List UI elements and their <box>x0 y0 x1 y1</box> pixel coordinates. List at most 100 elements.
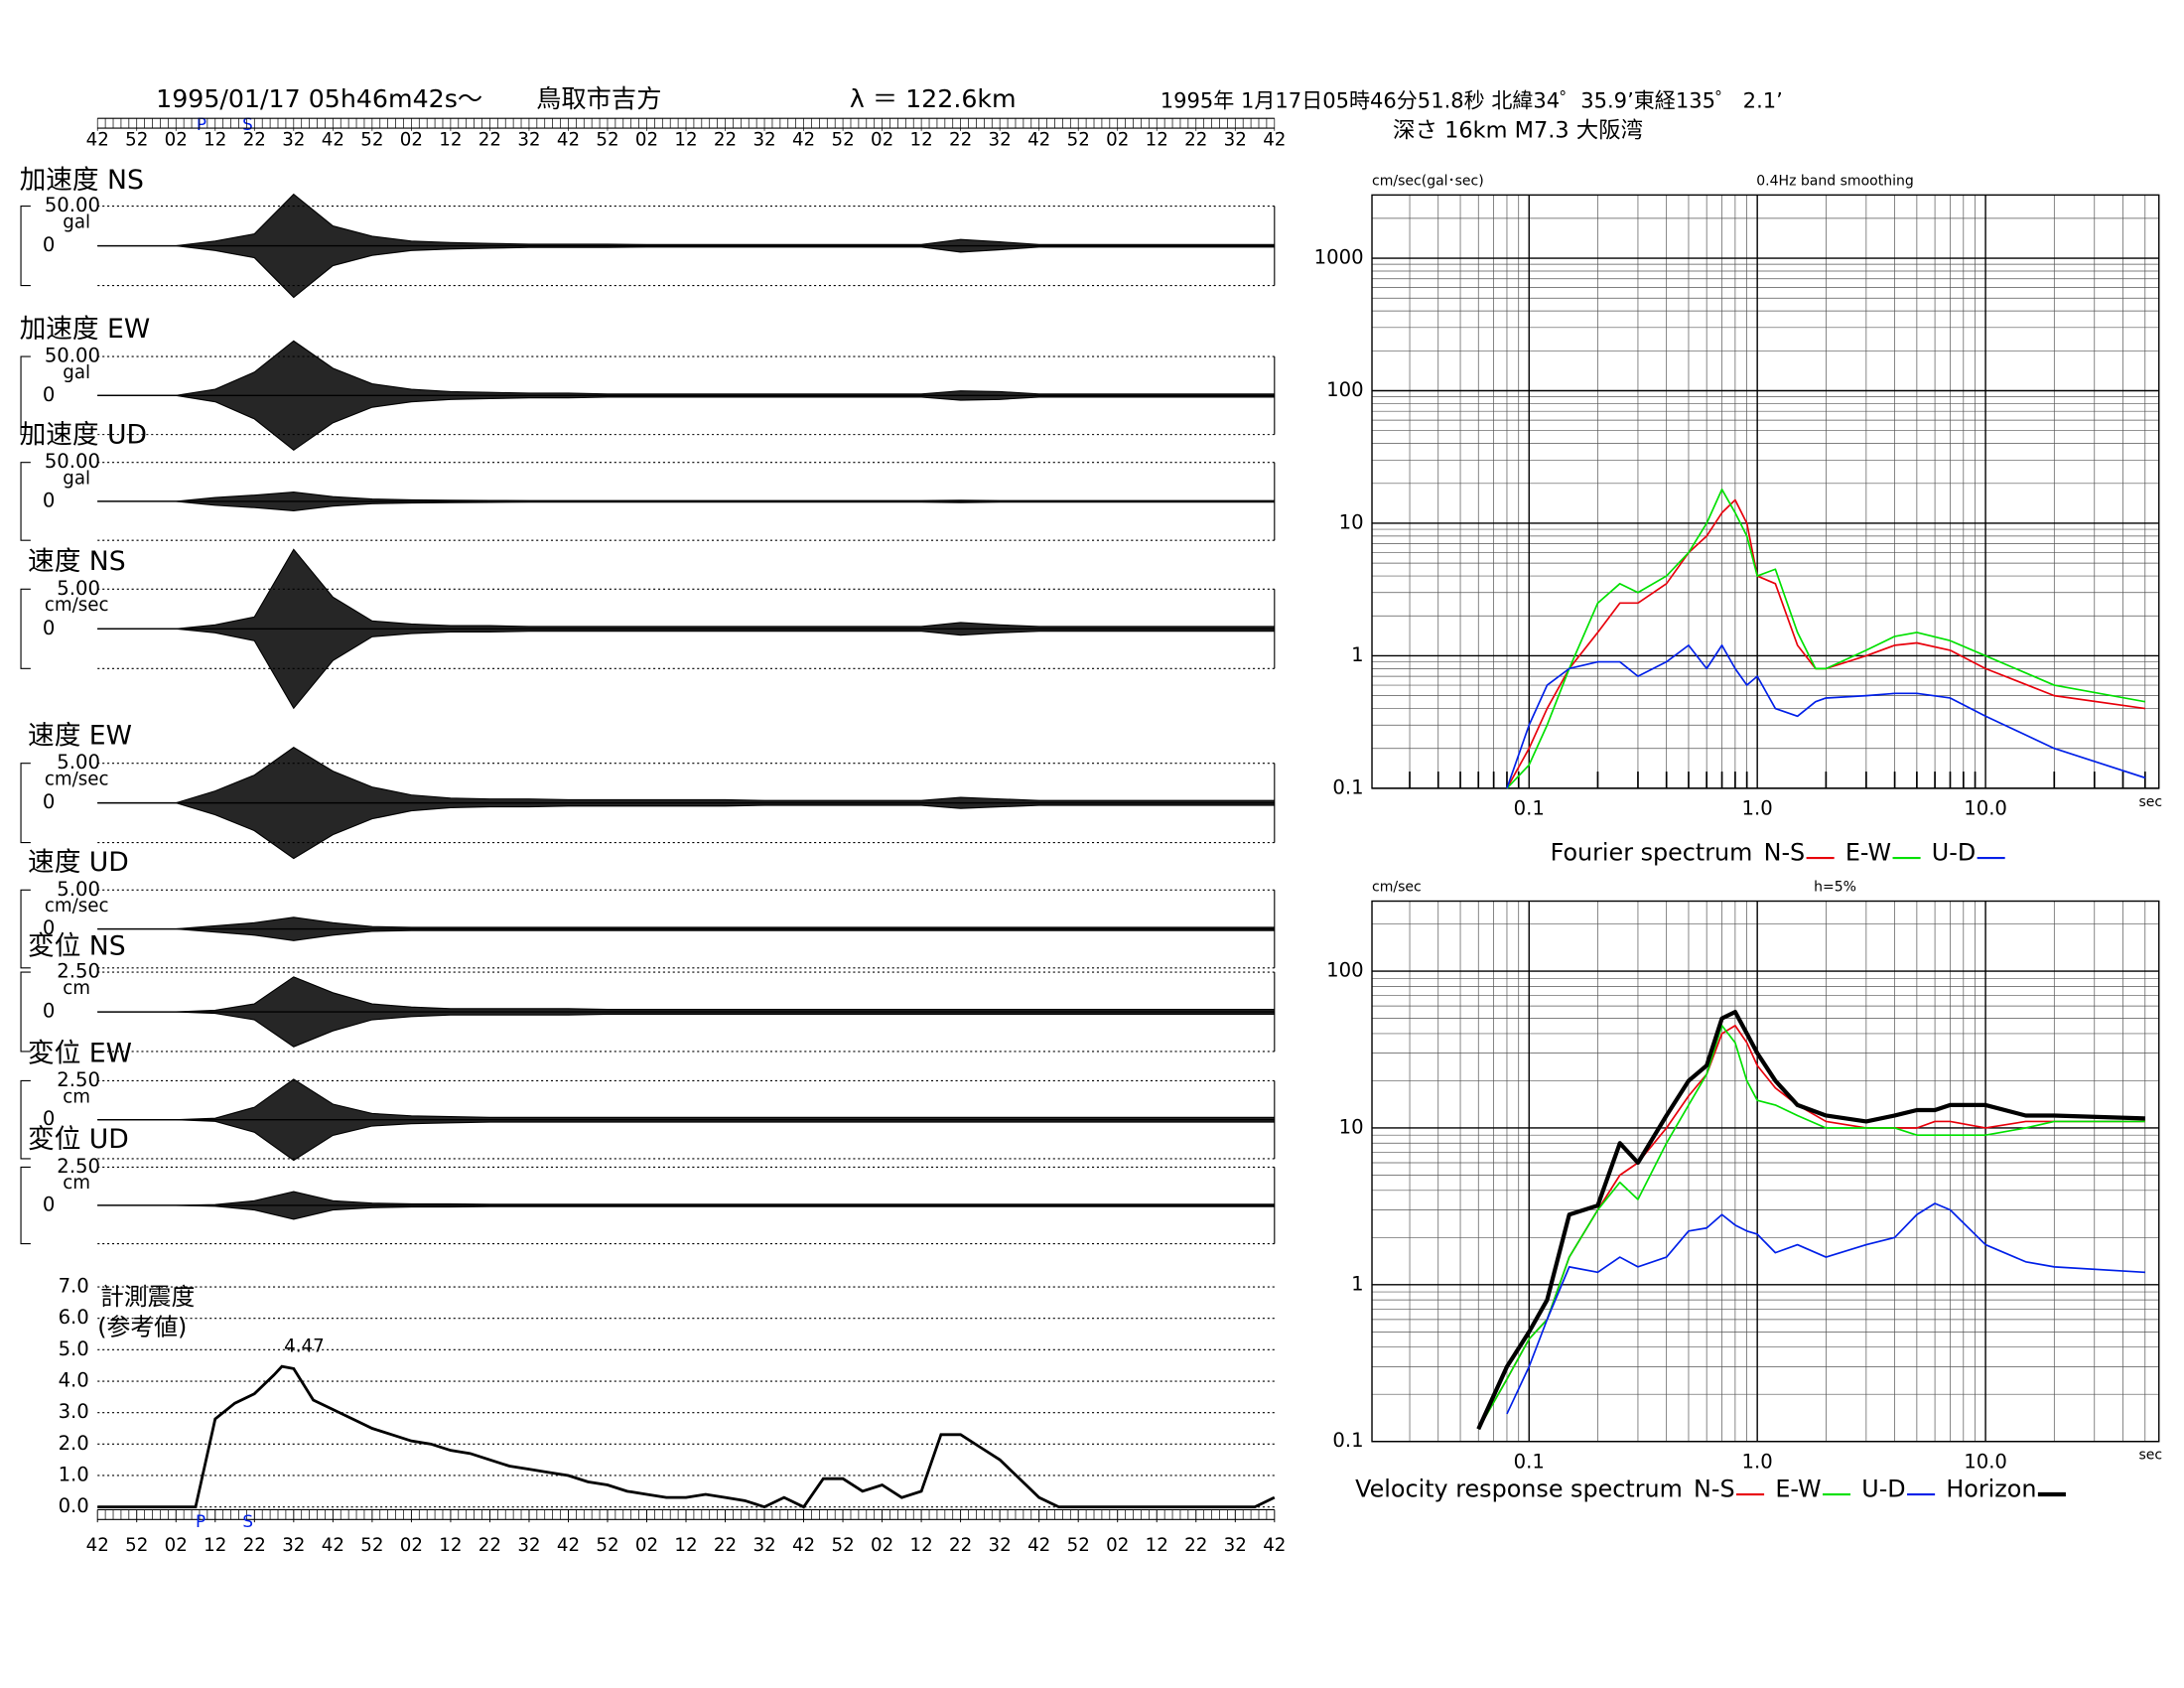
time-label: 22 <box>1184 130 1207 151</box>
spectrum-line <box>1506 1202 2145 1415</box>
distance: λ ＝ 122.6km <box>850 84 1017 113</box>
y-tick-label: 1 <box>1351 1272 1364 1295</box>
y-tick-label: 0.1 <box>1332 1429 1363 1452</box>
x-tick-label: 42 <box>1263 1535 1286 1556</box>
time-label: 42 <box>792 130 815 151</box>
x-tick-label: 02 <box>635 1535 658 1556</box>
bracket <box>20 971 31 1053</box>
time-label: 12 <box>439 130 462 151</box>
time-label: 12 <box>674 130 697 151</box>
y-tick-label: 0.0 <box>59 1494 89 1517</box>
plot-frame <box>1371 194 2160 789</box>
y-tick-label: 5.00 <box>57 751 100 774</box>
x-tick-label: 22 <box>478 1535 501 1556</box>
time-label: 32 <box>282 130 305 151</box>
time-label: 52 <box>831 130 854 151</box>
x-tick-label: 12 <box>439 1535 462 1556</box>
trace-envelope-lower <box>97 1011 1275 1048</box>
trace-envelope-lower <box>97 628 1275 710</box>
legend-label: N-S <box>1694 1475 1735 1502</box>
spectrum-line <box>1477 1025 2145 1430</box>
unit-label: cm <box>63 978 90 999</box>
time-label: 52 <box>1067 130 1090 151</box>
time-label: 12 <box>1146 130 1168 151</box>
x-tick-label: 42 <box>322 1535 344 1556</box>
y-tick-label: 10 <box>1339 510 1364 533</box>
x-tick-label: 02 <box>400 1535 423 1556</box>
trace-envelope-upper <box>97 1191 1275 1206</box>
y-tick-label: 0 <box>43 617 56 639</box>
x-tick-label: 0.1 <box>1514 1450 1545 1473</box>
trace-envelope-upper <box>97 340 1275 396</box>
bracket <box>20 763 31 844</box>
x-tick-label: 22 <box>243 1535 266 1556</box>
legend-label: U-D <box>1861 1475 1905 1502</box>
envelope-fill <box>97 916 1275 941</box>
chart-title: 計測震度 <box>100 1283 195 1311</box>
trace-label: 変位 UD <box>28 1124 129 1155</box>
legend-label: E-W <box>1845 838 1891 866</box>
y-tick-label: 2.0 <box>59 1432 89 1455</box>
x-tick-label: 12 <box>910 1535 933 1556</box>
time-label: 32 <box>752 130 775 151</box>
time-label: 42 <box>86 130 109 151</box>
x-tick-label: 12 <box>674 1535 697 1556</box>
trace-label: 加速度 NS <box>20 165 144 196</box>
trace-envelope-lower <box>97 500 1275 511</box>
y-tick-label: 7.0 <box>59 1275 89 1298</box>
record-title: 1995/01/17 05h46m42s〜 <box>156 84 482 113</box>
trace-label: 加速度 EW <box>20 314 151 345</box>
spectrum-line <box>1506 498 2145 789</box>
y-tick-label: 3.0 <box>59 1400 89 1423</box>
x-axis-unit: sec <box>2139 794 2163 810</box>
event-info: 1995年 1月17日05時46分51.8秒 北緯34゜35.9’東経135゜ … <box>1160 87 1783 112</box>
trace-envelope-upper <box>97 548 1275 630</box>
x-axis-unit: sec <box>2139 1448 2163 1464</box>
x-tick-label: 12 <box>204 1535 226 1556</box>
plot-title: h=5% <box>1814 879 1856 895</box>
y-tick-label: 2.50 <box>57 1155 100 1178</box>
bracket <box>20 588 31 669</box>
spectrum-line <box>1476 1009 2145 1431</box>
phase-marker: S <box>242 1511 253 1531</box>
time-label: 42 <box>1263 130 1286 151</box>
envelope-fill <box>97 747 1275 859</box>
y-tick-label: 1000 <box>1314 246 1364 269</box>
unit-label: gal <box>63 211 90 232</box>
trace-label: 加速度 UD <box>20 420 147 451</box>
time-label: 12 <box>204 130 226 151</box>
y-tick-label: 0 <box>43 383 56 406</box>
trace-envelope-upper <box>97 491 1275 502</box>
time-label: 52 <box>596 130 618 151</box>
envelope-fill <box>97 1192 1275 1219</box>
x-tick-label: 32 <box>517 1535 540 1556</box>
bracket <box>20 1166 31 1245</box>
station: 鳥取市吉方 <box>536 84 661 113</box>
y-tick-label: 0 <box>43 916 56 939</box>
time-label: 22 <box>243 130 266 151</box>
y-tick-label: 50.00 <box>45 450 100 473</box>
y-tick-label: 100 <box>1326 378 1363 401</box>
unit-label: cm/sec <box>45 595 109 616</box>
event-detail: 深さ 16km M7.3 大阪湾 <box>1393 117 1643 143</box>
unit-label: cm <box>63 1086 90 1107</box>
x-tick-label: 02 <box>165 1535 188 1556</box>
y-tick-label: 5.00 <box>57 577 100 600</box>
time-label: 02 <box>1106 130 1129 151</box>
x-tick-label: 52 <box>360 1535 383 1556</box>
x-tick-label: 42 <box>86 1535 109 1556</box>
unit-label: gal <box>63 469 90 490</box>
bracket <box>20 1079 31 1160</box>
x-tick-label: 32 <box>1224 1535 1247 1556</box>
trace-envelope-lower <box>97 394 1275 452</box>
trace-envelope-upper <box>97 746 1275 804</box>
trace-label: 速度 EW <box>28 720 132 751</box>
x-tick-label: 32 <box>282 1535 305 1556</box>
time-label: 22 <box>478 130 501 151</box>
time-label: 42 <box>557 130 580 151</box>
spectrum-line <box>1506 644 2146 789</box>
p-marker: P <box>197 114 206 134</box>
x-tick-label: 22 <box>949 1535 972 1556</box>
y-tick-label: 2.50 <box>57 1068 100 1091</box>
x-tick-label: 42 <box>792 1535 815 1556</box>
